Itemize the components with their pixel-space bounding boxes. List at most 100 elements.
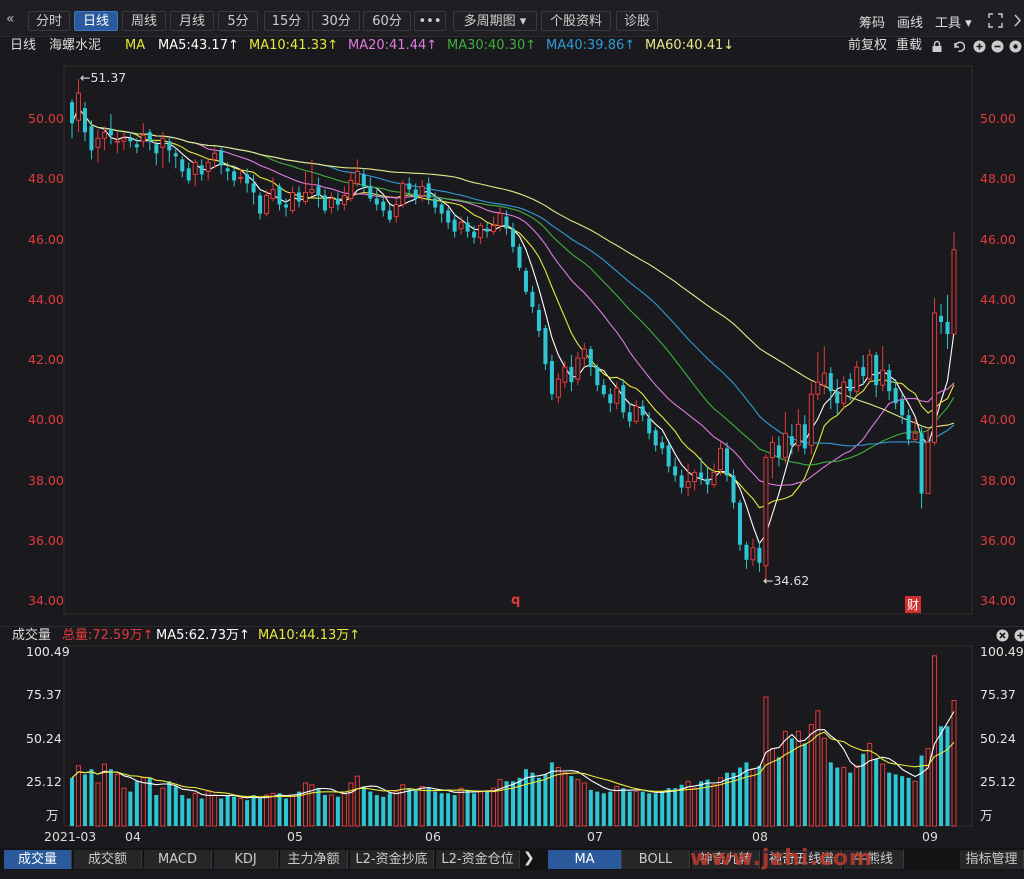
indicator-tab-0[interactable]: 成交量 bbox=[4, 850, 72, 869]
volume-bar[interactable] bbox=[101, 763, 107, 827]
volume-bar[interactable] bbox=[601, 793, 606, 826]
reload-button[interactable]: 重载 bbox=[896, 38, 923, 53]
candle[interactable] bbox=[828, 373, 833, 392]
settings-icon[interactable] bbox=[1009, 40, 1022, 53]
volume-bar[interactable] bbox=[763, 696, 769, 827]
candle[interactable] bbox=[660, 442, 665, 449]
financial-report-marker[interactable]: 财 bbox=[905, 596, 922, 613]
candle[interactable] bbox=[679, 475, 684, 488]
candle[interactable] bbox=[861, 367, 866, 377]
candle[interactable] bbox=[497, 213, 503, 227]
candle[interactable] bbox=[543, 327, 548, 365]
candle[interactable] bbox=[776, 445, 781, 458]
candle[interactable] bbox=[251, 183, 256, 193]
candle[interactable] bbox=[718, 447, 724, 470]
candle[interactable] bbox=[419, 185, 425, 196]
candle[interactable] bbox=[835, 391, 840, 404]
volume-bar[interactable] bbox=[413, 789, 418, 826]
volume-bar[interactable] bbox=[264, 794, 270, 827]
candle[interactable] bbox=[848, 379, 853, 392]
volume-bar[interactable] bbox=[354, 775, 360, 827]
volume-bar[interactable] bbox=[393, 791, 399, 827]
volume-bar[interactable] bbox=[446, 793, 451, 826]
candle[interactable] bbox=[627, 412, 632, 422]
candle[interactable] bbox=[160, 137, 166, 148]
volume-bar[interactable] bbox=[154, 795, 159, 826]
volume-bar[interactable] bbox=[485, 791, 490, 826]
candle[interactable] bbox=[769, 441, 775, 458]
volume-bar[interactable] bbox=[887, 772, 892, 826]
candle[interactable] bbox=[478, 225, 484, 239]
candle[interactable] bbox=[939, 315, 944, 322]
volume-bar[interactable] bbox=[180, 795, 185, 826]
candle[interactable] bbox=[374, 198, 379, 205]
volume-bar[interactable] bbox=[737, 767, 742, 826]
candle[interactable] bbox=[795, 423, 801, 446]
indicator-name[interactable]: MA bbox=[125, 38, 146, 53]
period-button-1[interactable]: 日线 bbox=[74, 11, 118, 31]
volume-bar[interactable] bbox=[186, 798, 191, 826]
indicator-tab-4[interactable]: 主力净额 bbox=[280, 850, 348, 869]
candle[interactable] bbox=[530, 291, 535, 307]
candle[interactable] bbox=[192, 161, 198, 175]
volume-bar[interactable] bbox=[951, 699, 957, 827]
volume-bar[interactable] bbox=[173, 786, 178, 826]
volume-bar[interactable] bbox=[407, 788, 412, 826]
candle[interactable] bbox=[245, 174, 250, 184]
volume-bar[interactable] bbox=[478, 791, 484, 827]
candle[interactable] bbox=[341, 194, 347, 206]
volume-bar[interactable] bbox=[439, 793, 444, 826]
volume-bar[interactable] bbox=[114, 773, 120, 827]
forward-adjust-button[interactable]: 前复权 bbox=[848, 38, 888, 53]
period-button-8[interactable]: ••• bbox=[414, 11, 446, 31]
candle[interactable] bbox=[536, 309, 541, 331]
indicator-tab-3[interactable]: KDJ bbox=[214, 850, 278, 869]
candle[interactable] bbox=[640, 406, 645, 416]
volume-bar[interactable] bbox=[653, 793, 658, 826]
candle[interactable] bbox=[549, 361, 554, 395]
lock-icon[interactable] bbox=[931, 40, 943, 53]
candle[interactable] bbox=[912, 432, 918, 440]
candle[interactable] bbox=[874, 355, 879, 386]
volume-bar[interactable] bbox=[912, 780, 918, 827]
volume-bar[interactable] bbox=[854, 765, 860, 827]
candle[interactable] bbox=[867, 354, 873, 380]
candle[interactable] bbox=[264, 194, 270, 215]
candle[interactable] bbox=[569, 367, 574, 383]
indicator-tab-9[interactable]: 神奇九转 bbox=[692, 850, 760, 869]
period-button-3[interactable]: 月线 bbox=[170, 11, 214, 31]
candle[interactable] bbox=[802, 424, 807, 449]
indicator-tab-1[interactable]: 成交额 bbox=[74, 850, 142, 869]
volume-bar[interactable] bbox=[795, 730, 801, 827]
chips-button[interactable]: 筹码 bbox=[859, 16, 886, 31]
candle[interactable] bbox=[854, 366, 860, 392]
volume-bar[interactable] bbox=[192, 792, 198, 827]
indicator-tab-2[interactable]: MACD bbox=[144, 850, 212, 869]
candle[interactable] bbox=[562, 366, 568, 383]
candle[interactable] bbox=[699, 472, 704, 479]
volume-bar[interactable] bbox=[160, 787, 166, 827]
candle[interactable] bbox=[692, 471, 698, 483]
candle[interactable] bbox=[186, 168, 191, 181]
period-button-4[interactable]: 5分 bbox=[218, 11, 258, 31]
volume-bar[interactable] bbox=[906, 777, 911, 826]
candle[interactable] bbox=[737, 502, 742, 545]
volume-bar[interactable] bbox=[258, 798, 263, 826]
indicator-tab-7[interactable]: MA bbox=[548, 850, 622, 869]
volume-bar[interactable] bbox=[595, 791, 600, 826]
candle[interactable] bbox=[705, 478, 710, 485]
candle[interactable] bbox=[381, 201, 386, 211]
candle[interactable] bbox=[289, 191, 296, 212]
tools-menu[interactable]: 工具 ▾ bbox=[935, 16, 972, 31]
volume-bar[interactable] bbox=[419, 785, 425, 827]
volume-bar[interactable] bbox=[543, 774, 548, 826]
chevron-right-icon[interactable] bbox=[1013, 13, 1023, 28]
period-button-9[interactable]: 多周期图 ▾ bbox=[453, 11, 537, 31]
volume-bar[interactable] bbox=[121, 787, 127, 827]
indicator-tab-6[interactable]: L2-资金仓位 bbox=[436, 850, 520, 869]
volume-bar[interactable] bbox=[608, 791, 613, 826]
zoom-in-icon[interactable] bbox=[973, 40, 986, 53]
volume-bar[interactable] bbox=[705, 779, 710, 826]
volume-bar[interactable] bbox=[232, 796, 237, 826]
candle[interactable] bbox=[465, 222, 470, 232]
